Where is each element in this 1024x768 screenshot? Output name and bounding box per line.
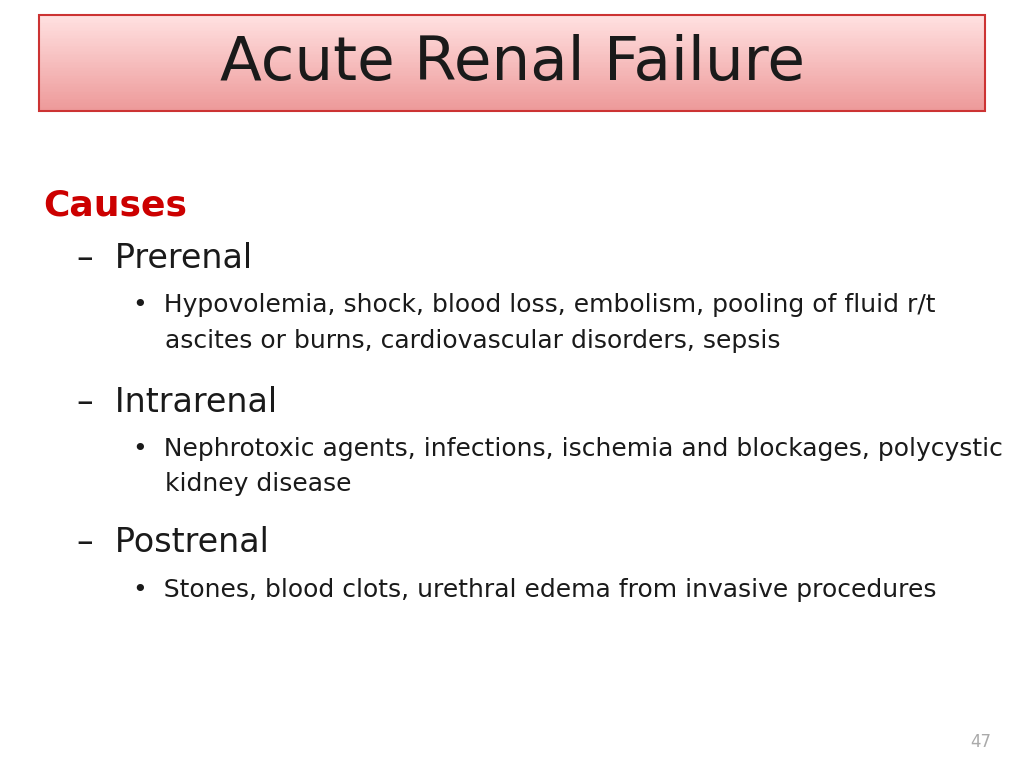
- Bar: [39, 51, 985, 54]
- Bar: [39, 38, 985, 39]
- Bar: [39, 91, 985, 94]
- Bar: [39, 28, 985, 30]
- Text: ascites or burns, cardiovascular disorders, sepsis: ascites or burns, cardiovascular disorde…: [133, 329, 780, 353]
- Bar: [39, 63, 985, 65]
- Bar: [39, 82, 985, 84]
- Bar: [39, 23, 985, 25]
- Bar: [39, 42, 985, 44]
- Text: •  Hypovolemia, shock, blood loss, embolism, pooling of fluid r/t: • Hypovolemia, shock, blood loss, emboli…: [133, 293, 936, 317]
- Bar: [39, 84, 985, 86]
- Text: •  Stones, blood clots, urethral edema from invasive procedures: • Stones, blood clots, urethral edema fr…: [133, 578, 937, 601]
- Bar: [39, 104, 985, 107]
- Bar: [39, 76, 985, 78]
- Bar: [39, 45, 985, 48]
- Bar: [39, 108, 985, 110]
- Bar: [39, 29, 985, 31]
- Bar: [39, 81, 985, 83]
- Text: Causes: Causes: [43, 188, 187, 222]
- Text: –  Intrarenal: – Intrarenal: [77, 386, 276, 419]
- Bar: [39, 32, 985, 35]
- Bar: [39, 44, 985, 46]
- Bar: [39, 35, 985, 36]
- Bar: [39, 50, 985, 52]
- Bar: [39, 26, 985, 28]
- Bar: [39, 57, 985, 58]
- Bar: [39, 47, 985, 49]
- Bar: [39, 79, 985, 81]
- Bar: [39, 90, 985, 92]
- Bar: [39, 103, 985, 105]
- Bar: [39, 97, 985, 98]
- Bar: [39, 88, 985, 91]
- Bar: [39, 60, 985, 61]
- Text: 47: 47: [970, 733, 991, 751]
- Bar: [39, 85, 985, 88]
- Bar: [39, 58, 985, 60]
- Bar: [39, 69, 985, 71]
- Bar: [39, 98, 985, 100]
- Bar: [39, 87, 985, 89]
- Bar: [39, 106, 985, 108]
- Bar: [39, 74, 985, 76]
- Bar: [39, 25, 985, 27]
- Bar: [39, 95, 985, 97]
- Text: Acute Renal Failure: Acute Renal Failure: [219, 34, 805, 93]
- Bar: [39, 66, 985, 68]
- Bar: [39, 18, 985, 20]
- Bar: [39, 68, 985, 70]
- Bar: [39, 15, 985, 111]
- Bar: [39, 22, 985, 23]
- Bar: [39, 55, 985, 57]
- Bar: [39, 41, 985, 42]
- Bar: [39, 17, 985, 18]
- Bar: [39, 71, 985, 73]
- Bar: [39, 15, 985, 17]
- Bar: [39, 94, 985, 95]
- Text: kidney disease: kidney disease: [133, 472, 351, 496]
- Bar: [39, 101, 985, 104]
- Bar: [39, 20, 985, 22]
- Bar: [39, 109, 985, 111]
- Bar: [39, 100, 985, 102]
- Text: –  Postrenal: – Postrenal: [77, 526, 268, 559]
- Bar: [39, 73, 985, 74]
- Bar: [39, 36, 985, 38]
- Text: –  Prerenal: – Prerenal: [77, 242, 252, 275]
- Bar: [39, 78, 985, 79]
- Bar: [39, 61, 985, 64]
- Bar: [39, 65, 985, 67]
- Bar: [39, 31, 985, 33]
- Bar: [39, 54, 985, 55]
- Bar: [39, 39, 985, 41]
- Text: •  Nephrotoxic agents, infections, ischemia and blockages, polycystic: • Nephrotoxic agents, infections, ischem…: [133, 437, 1002, 461]
- Bar: [39, 48, 985, 51]
